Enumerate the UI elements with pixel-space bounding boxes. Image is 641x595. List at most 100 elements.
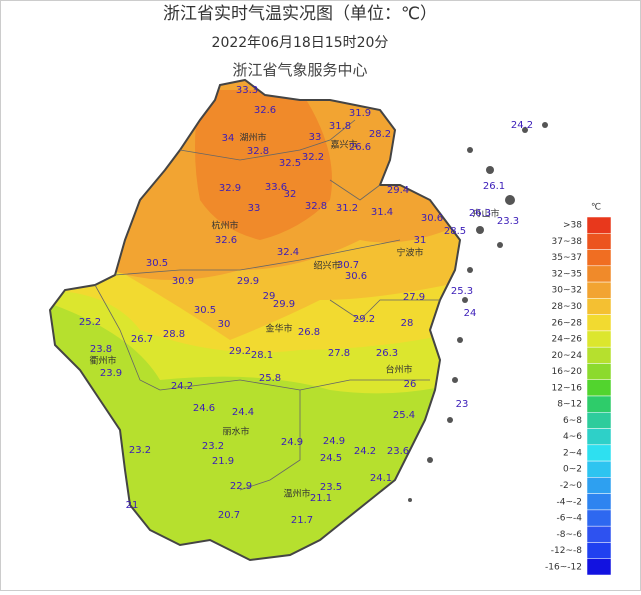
city-borders xyxy=(94,119,440,491)
station-value: 24.4 xyxy=(232,407,254,418)
station-value: 31.4 xyxy=(371,207,393,218)
city-label: 台州市 xyxy=(385,364,412,376)
legend-swatch xyxy=(586,460,612,478)
station-value: 28.8 xyxy=(163,329,185,340)
legend-label: 37~38 xyxy=(552,237,583,247)
station-value: 32.8 xyxy=(247,146,269,157)
legend-label: -12~-8 xyxy=(551,546,582,556)
legend-swatch xyxy=(586,298,612,315)
station-value: 33 xyxy=(248,203,261,214)
station-value: 27.9 xyxy=(403,292,425,303)
station-values: 33.3 32.6 31.9 34 33 31.8 28.2 32.8 32.232.5 26.6… xyxy=(79,85,533,526)
station-value: 28.1 xyxy=(251,350,273,361)
station-value: 24.5 xyxy=(320,453,342,464)
station-value: 21.9 xyxy=(212,456,234,467)
legend-label: -2~0 xyxy=(560,481,583,491)
station-value: 24.9 xyxy=(323,436,345,447)
station-value: 30.6 xyxy=(421,213,443,224)
station-value: 28.2 xyxy=(369,129,391,140)
station-value: 33.3 xyxy=(236,85,258,96)
station-value: 30.5 xyxy=(146,258,168,269)
station-value: 26.6 xyxy=(349,142,371,153)
station-value: 26.1 xyxy=(483,181,505,192)
legend-label: 30~32 xyxy=(552,286,582,296)
station-value: 23 xyxy=(456,399,469,410)
station-value: 21 xyxy=(126,500,139,511)
station-value: 20.7 xyxy=(218,510,240,521)
legend-swatch xyxy=(586,233,612,250)
station-value: 26 xyxy=(404,379,417,390)
station-value: 31.2 xyxy=(336,203,358,214)
legend-label: 24~26 xyxy=(552,335,583,345)
legend-swatch xyxy=(586,412,612,429)
station-value: 23.2 xyxy=(129,445,151,456)
legend-label: 20~24 xyxy=(552,351,583,361)
legend-label: 2~4 xyxy=(563,448,582,458)
station-value: 32.5 xyxy=(279,158,301,169)
station-value: 26.8 xyxy=(298,327,320,338)
station-value: 29.9 xyxy=(237,276,259,287)
station-value: 33.6 xyxy=(265,182,287,193)
legend-swatch xyxy=(586,216,612,234)
station-value: 31 xyxy=(414,235,427,246)
station-value: 23.2 xyxy=(202,441,224,452)
legend-swatch xyxy=(586,363,612,380)
legend-swatch xyxy=(586,444,612,462)
station-value: 31.9 xyxy=(349,108,371,119)
subtitle: 2022年06月18日15时20分 xyxy=(212,35,389,51)
legend-label: 8~12 xyxy=(557,400,582,410)
station-value: 21.1 xyxy=(310,493,332,504)
legend-swatch xyxy=(586,281,612,299)
station-value: 28.5 xyxy=(444,226,466,237)
station-value: 26.3 xyxy=(376,348,398,359)
station-value: 24.9 xyxy=(281,437,303,448)
legend-label: 6~8 xyxy=(563,416,582,426)
legend-swatch xyxy=(586,346,612,364)
station-value: 34 xyxy=(222,133,235,144)
station-value: 29.2 xyxy=(353,314,375,325)
legend-swatch xyxy=(586,265,612,283)
city-label: 金华市 xyxy=(265,323,292,335)
station-value: 24.2 xyxy=(354,446,376,457)
station-value: 28 xyxy=(401,318,414,329)
title: 浙江省实时气温实况图（单位：℃） xyxy=(163,4,437,24)
station-value: 29.4 xyxy=(387,185,409,196)
city-label: 丽水市 xyxy=(222,426,249,438)
city-label: 湖州市 xyxy=(239,132,266,144)
station-value: 23.9 xyxy=(100,368,122,379)
legend-swatch xyxy=(586,558,612,576)
station-value: 27.8 xyxy=(328,348,350,359)
station-value: 30.7 xyxy=(337,260,359,271)
station-value: 31.8 xyxy=(329,121,351,132)
station-value: 25.3 xyxy=(451,286,473,297)
station-value: 25.2 xyxy=(79,317,101,328)
city-label: 嘉兴市 xyxy=(330,139,357,151)
legend-label: 28~30 xyxy=(552,302,583,312)
legend-label: 0~2 xyxy=(563,465,582,475)
source: 浙江省气象服务中心 xyxy=(232,61,367,79)
legend-label: 26~28 xyxy=(552,318,583,328)
station-value: 23.3 xyxy=(497,216,519,227)
station-value: 29 xyxy=(263,291,276,302)
legend-swatch xyxy=(586,493,612,511)
station-value: 32.6 xyxy=(254,105,276,116)
station-value: 25.8 xyxy=(259,373,281,384)
city-label: 杭州市 xyxy=(211,220,238,232)
station-value: 32.4 xyxy=(277,247,299,258)
city-label: 温州市 xyxy=(283,488,310,500)
station-value: 21.7 xyxy=(291,515,313,526)
station-value: 33 xyxy=(309,132,322,143)
station-value: 26.3 xyxy=(469,208,491,219)
legend-label: 4~6 xyxy=(563,432,582,442)
legend-swatch xyxy=(586,542,612,559)
station-value: 29.9 xyxy=(273,299,295,310)
legend-swatch xyxy=(586,477,612,494)
station-value: 32.6 xyxy=(215,235,237,246)
station-value: 32 xyxy=(284,189,297,200)
station-value: 32.8 xyxy=(305,201,327,212)
station-value: 30.5 xyxy=(194,305,216,316)
legend-label: 32~35 xyxy=(552,269,582,279)
station-value: 30 xyxy=(218,319,231,330)
